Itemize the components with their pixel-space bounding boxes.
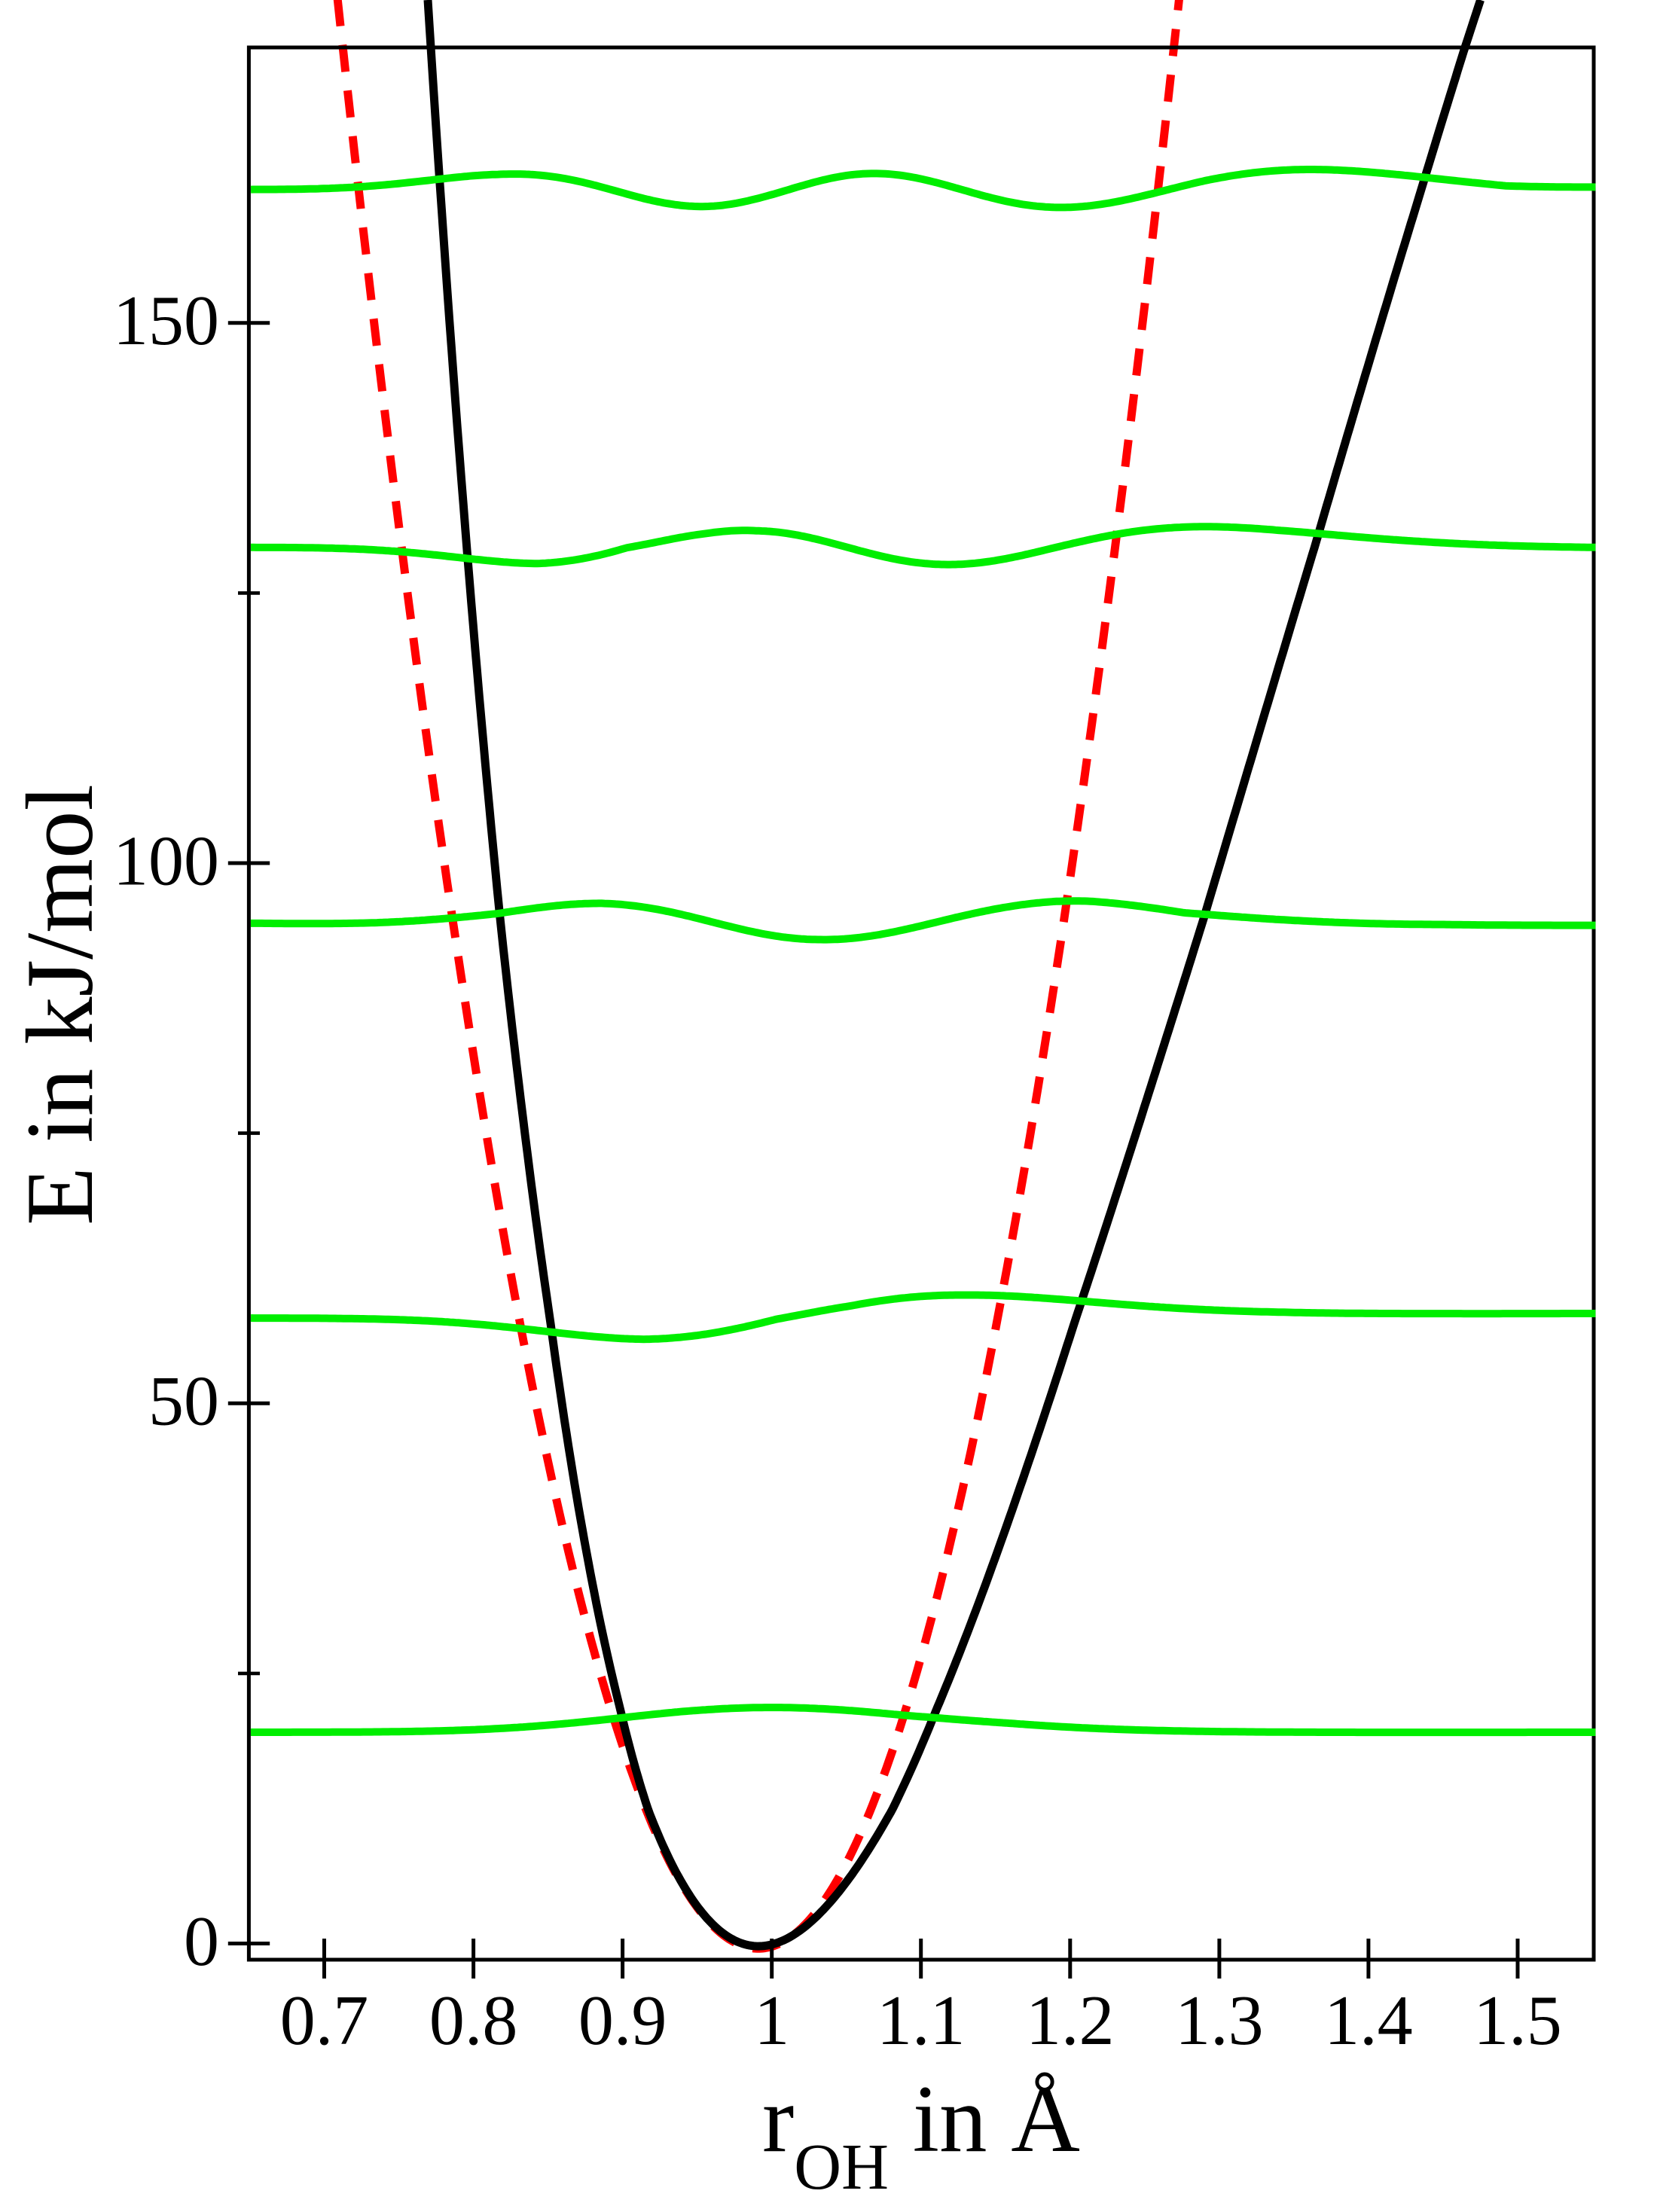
svg-text:100: 100 (113, 822, 219, 901)
svg-text:1.1: 1.1 (877, 1982, 966, 2060)
svg-text:1.4: 1.4 (1324, 1982, 1413, 2060)
svg-text:0.9: 0.9 (578, 1982, 667, 2060)
svg-text:1.2: 1.2 (1026, 1982, 1115, 2060)
svg-text:50: 50 (148, 1362, 219, 1441)
svg-text:0: 0 (184, 1902, 219, 1981)
svg-text:150: 150 (113, 282, 219, 360)
svg-text:0.8: 0.8 (429, 1982, 518, 2060)
svg-text:1.5: 1.5 (1473, 1982, 1562, 2060)
svg-text:0.7: 0.7 (280, 1982, 369, 2060)
svg-text:1: 1 (754, 1982, 789, 2060)
svg-text:1.3: 1.3 (1175, 1982, 1264, 2060)
svg-text:E in kJ/mol: E in kJ/mol (8, 784, 113, 1225)
